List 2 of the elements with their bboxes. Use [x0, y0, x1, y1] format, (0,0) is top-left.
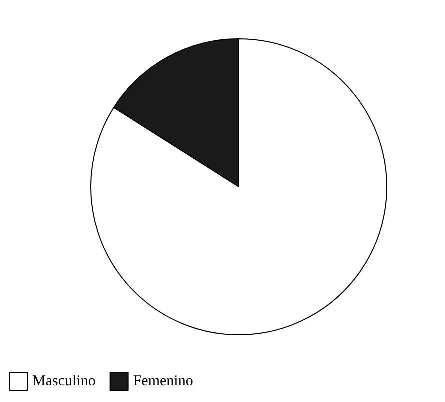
legend-label: Masculino — [32, 374, 96, 390]
legend-label: Femenino — [133, 374, 194, 390]
